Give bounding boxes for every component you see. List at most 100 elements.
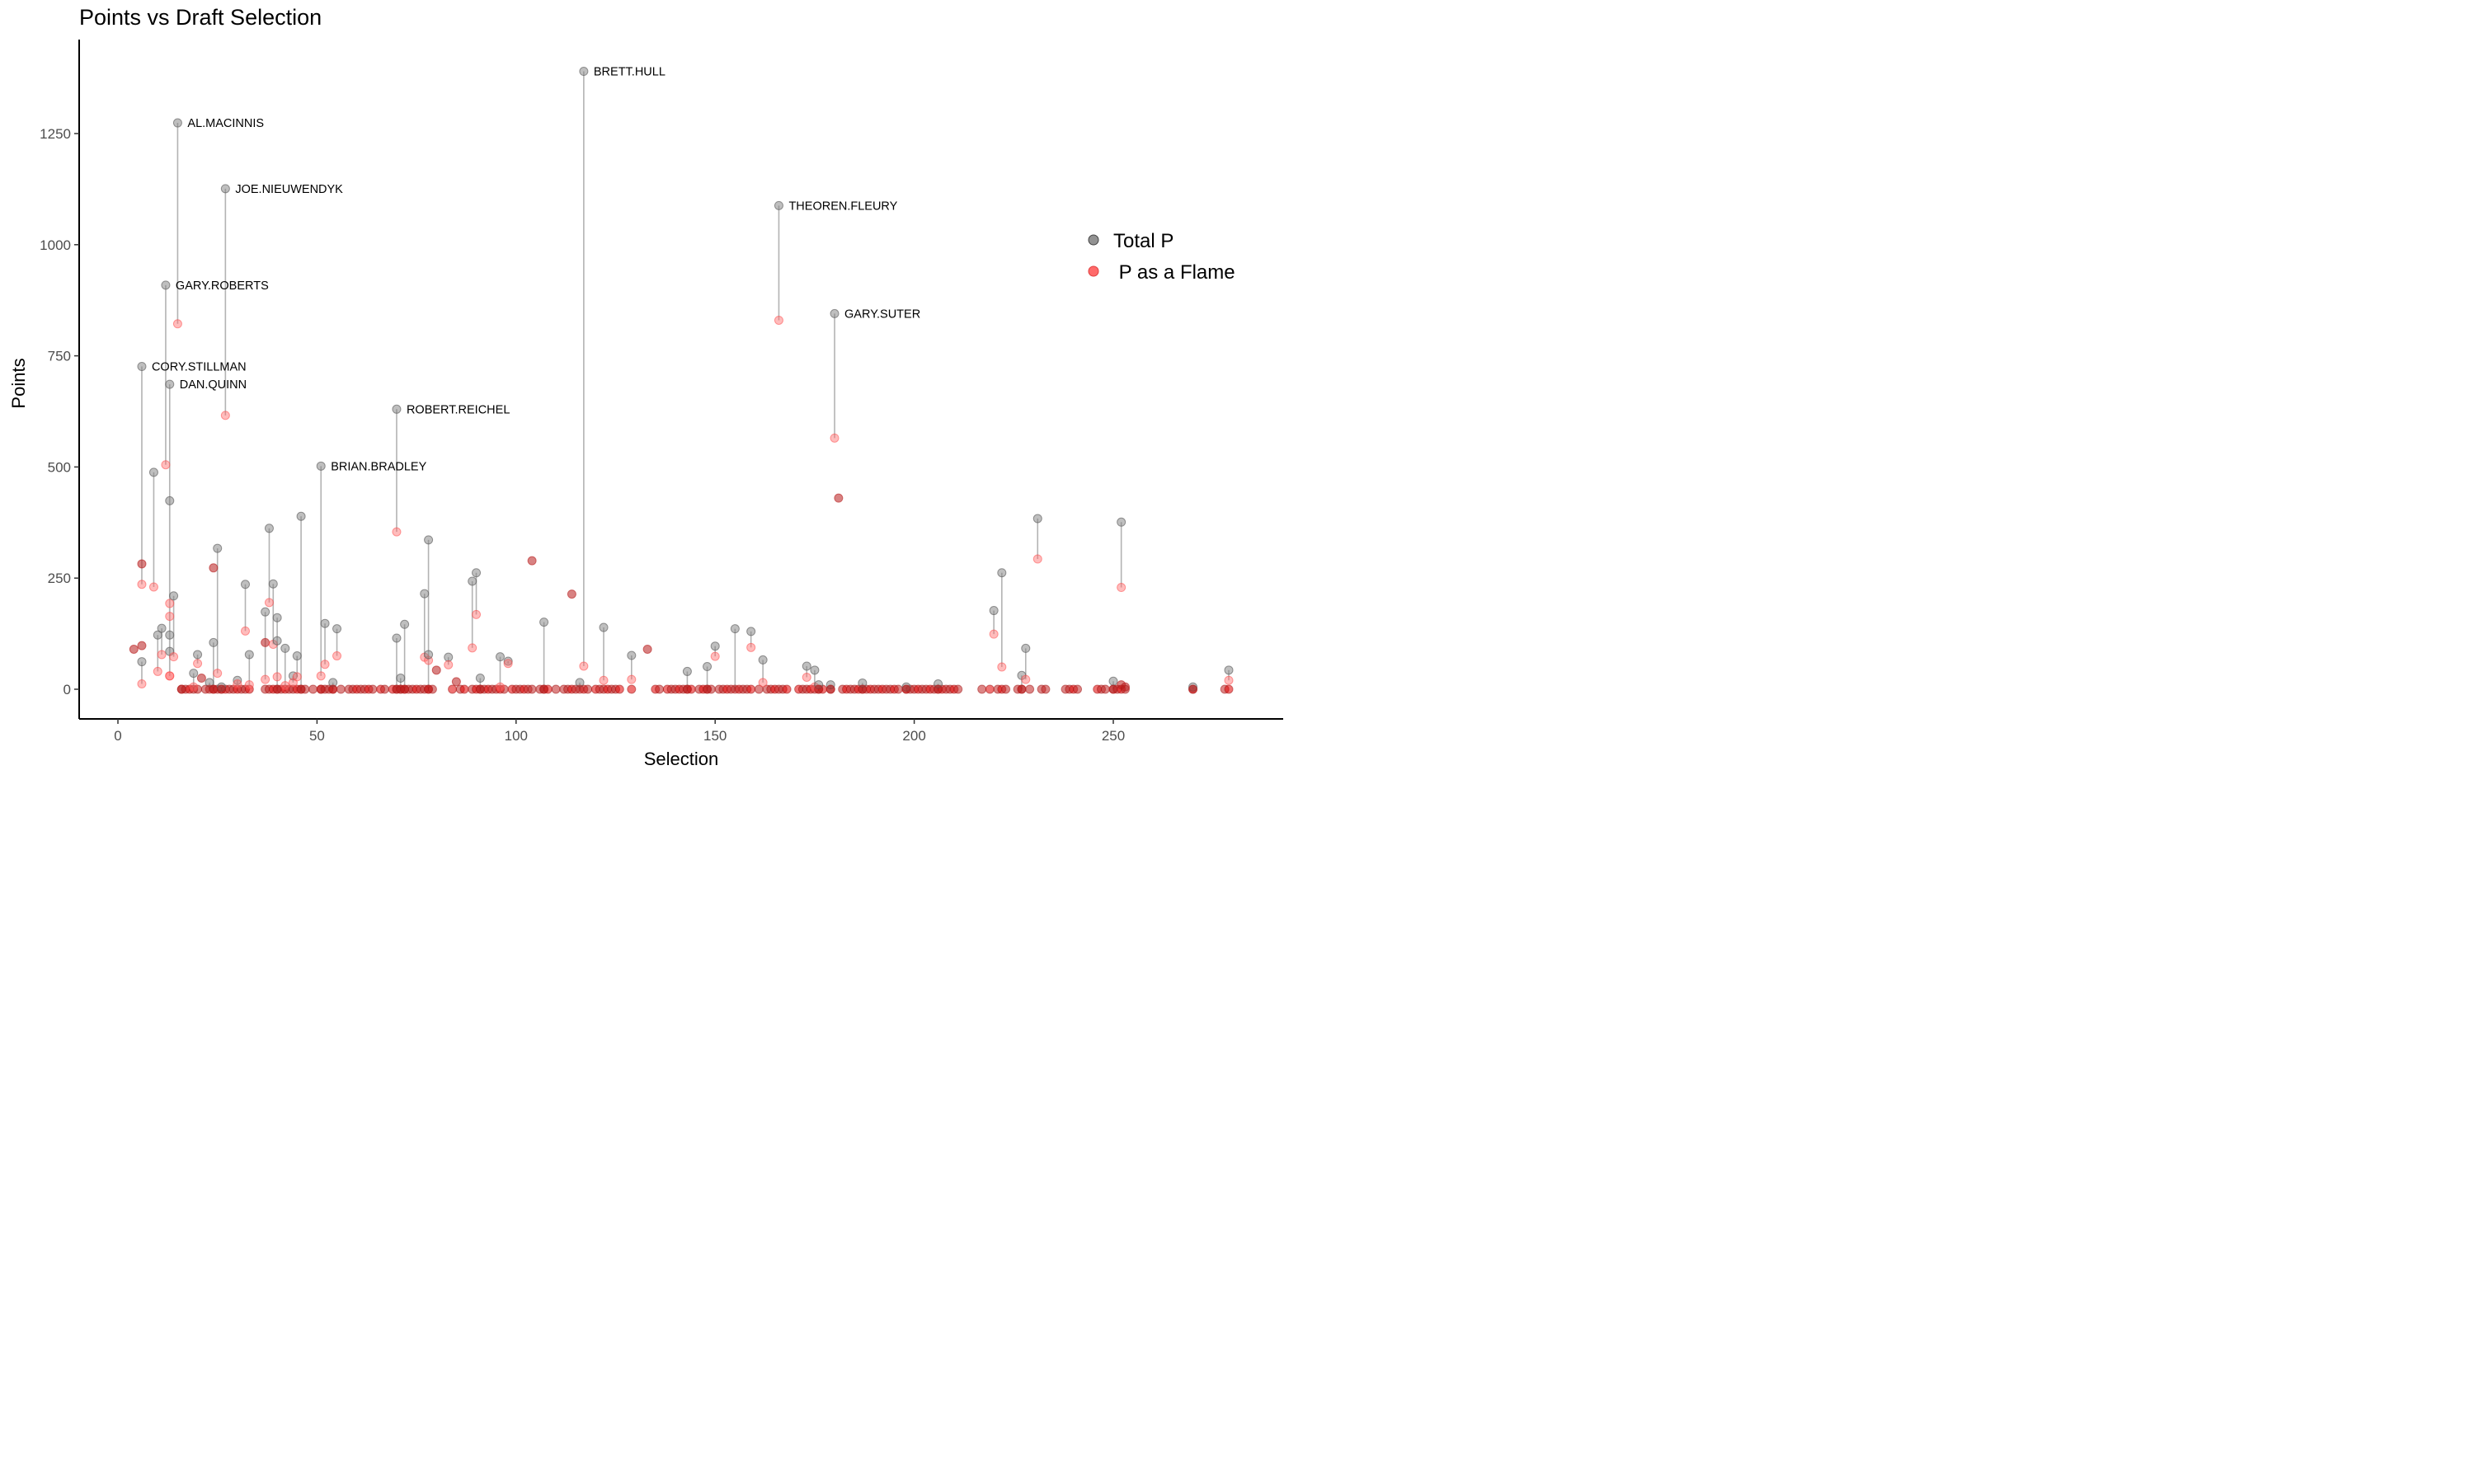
total-point <box>730 624 740 634</box>
total-point <box>165 495 175 505</box>
point-label: JOE.NIEUWENDYK <box>235 183 343 196</box>
total-point <box>1108 676 1118 686</box>
flame-point <box>472 609 482 619</box>
flame-point <box>802 672 811 682</box>
point-label: BRETT.HULL <box>594 66 666 79</box>
flame-point <box>825 684 835 694</box>
flame-point <box>233 679 242 689</box>
total-point <box>261 637 270 647</box>
flame-point <box>292 672 302 682</box>
flame-point <box>165 599 175 608</box>
legend-label: P as a Flame <box>1113 261 1235 284</box>
zero-point <box>336 684 346 694</box>
flame-point <box>444 660 454 669</box>
y-tick-label: 500 <box>48 459 71 475</box>
total-point <box>296 511 306 521</box>
total-point <box>280 643 290 653</box>
zero-point <box>985 684 995 694</box>
total-point <box>165 379 175 389</box>
flame-point <box>814 684 824 694</box>
total-point <box>1224 665 1234 675</box>
total-point <box>997 568 1007 578</box>
total-point <box>148 467 158 477</box>
flame-point <box>209 684 219 694</box>
flame-point <box>1032 554 1042 564</box>
flame-point <box>703 684 713 694</box>
flame-point <box>193 659 203 669</box>
flame-point <box>296 684 306 694</box>
flame-point <box>157 650 167 660</box>
zero-point <box>614 684 624 694</box>
x-axis-title: Selection <box>644 749 719 769</box>
total-point <box>989 606 999 616</box>
total-point <box>137 641 147 650</box>
flame-point <box>280 681 290 691</box>
total-point <box>1021 643 1031 653</box>
total-point <box>431 665 441 675</box>
zero-point <box>782 684 792 694</box>
total-point <box>830 308 840 318</box>
flame-point <box>1108 684 1118 694</box>
total-point <box>392 404 402 414</box>
y-tick-label: 0 <box>63 682 71 697</box>
flame-point <box>746 642 756 652</box>
total-point <box>392 633 402 643</box>
total-point <box>209 637 219 647</box>
flame-point <box>213 669 223 679</box>
flame-point <box>320 660 330 669</box>
x-ticks: 0 50 100 150 200 250 <box>114 719 1125 744</box>
zero-point <box>459 684 469 694</box>
points-layer <box>129 67 1234 694</box>
flame-point <box>240 626 250 636</box>
flame-point <box>264 598 274 608</box>
flame-point <box>997 662 1007 672</box>
legend-total-icon <box>1088 234 1099 246</box>
point-label: CORY.STILLMAN <box>152 361 247 374</box>
y-ticks: 0 250 500 750 1000 1250 <box>40 126 79 697</box>
flame-point <box>901 684 911 694</box>
chart-svg: BRETT.HULL AL.MACINNIS JOE.NIEUWENDYK THEOR… <box>8 40 1283 769</box>
flame-point <box>165 671 175 681</box>
total-point <box>420 589 430 599</box>
total-point <box>161 280 171 290</box>
total-point <box>272 613 282 622</box>
flame-point <box>468 643 477 653</box>
flame-point <box>165 612 175 622</box>
total-point <box>424 650 434 660</box>
flame-point <box>137 679 147 689</box>
flame-point <box>730 684 740 694</box>
total-point <box>495 652 505 662</box>
total-point <box>233 675 242 685</box>
flame-point <box>475 684 485 694</box>
total-point <box>1117 517 1126 527</box>
total-point <box>213 543 223 553</box>
y-axis-title: Points <box>8 358 29 408</box>
total-point <box>1120 682 1130 692</box>
flame-point <box>424 684 434 694</box>
flame-point <box>495 682 505 692</box>
total-point <box>137 362 147 372</box>
y-tick-label: 750 <box>48 349 71 364</box>
flame-point <box>1224 675 1234 685</box>
flame-point <box>189 682 199 692</box>
zero-point <box>655 684 665 694</box>
total-point <box>320 618 330 628</box>
legend: Total P P as a Flame <box>1088 230 1235 284</box>
flame-point <box>220 411 230 420</box>
flame-point <box>627 674 637 684</box>
flame-point <box>774 315 783 325</box>
flame-point <box>858 684 868 694</box>
x-tick-label: 100 <box>505 728 528 744</box>
y-tick-label: 1000 <box>40 237 71 253</box>
y-tick-label: 250 <box>48 571 71 586</box>
total-point <box>527 556 537 566</box>
total-point <box>396 674 406 683</box>
total-point <box>193 650 203 660</box>
total-point <box>196 674 206 683</box>
total-point <box>503 656 513 666</box>
point-label: GARY.ROBERTS <box>176 279 269 293</box>
x-tick-label: 250 <box>1102 728 1125 744</box>
point-label: GARY.SUTER <box>844 308 920 321</box>
total-point <box>316 461 326 471</box>
segments-layer <box>141 71 1230 689</box>
